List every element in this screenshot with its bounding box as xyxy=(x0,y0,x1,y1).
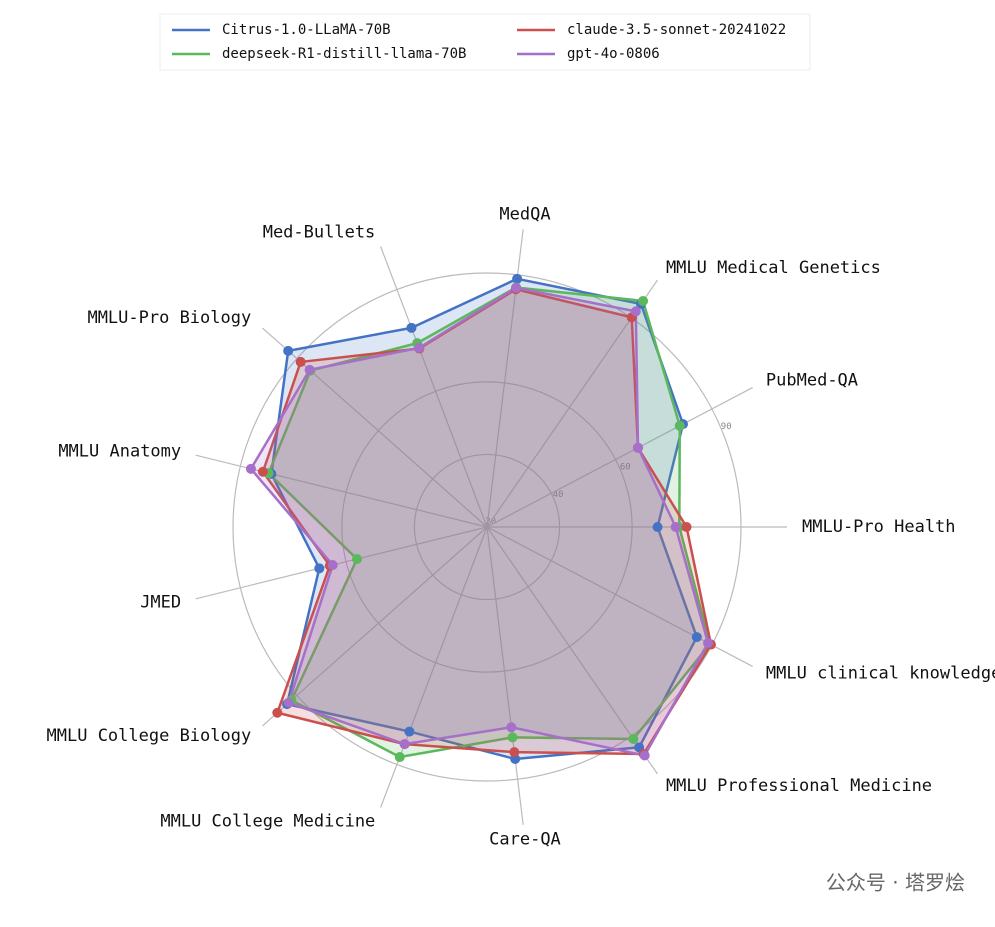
legend-box xyxy=(159,13,811,71)
category-label: MMLU College Medicine xyxy=(160,812,375,832)
data-point xyxy=(406,322,417,333)
spoke xyxy=(262,526,488,727)
data-point xyxy=(404,726,415,737)
r-tick-label: 60 xyxy=(620,463,631,473)
data-point xyxy=(703,638,714,649)
data-point xyxy=(314,563,325,574)
data-point xyxy=(512,273,523,284)
data-point xyxy=(414,342,425,353)
spoke xyxy=(195,526,488,600)
watermark: 公众号 · 塔罗烩 xyxy=(826,871,965,895)
r-tick-label: 90 xyxy=(721,422,732,432)
data-point xyxy=(399,739,410,750)
data-point xyxy=(638,295,649,306)
legend-label: gpt-4o-0806 xyxy=(567,46,660,62)
data-point xyxy=(295,356,306,367)
category-label: Care-QA xyxy=(489,830,561,850)
data-point xyxy=(633,442,644,453)
data-point xyxy=(257,466,268,477)
series-area xyxy=(261,288,713,756)
spoke xyxy=(380,246,488,528)
data-point xyxy=(507,732,518,743)
category-label: Med-Bullets xyxy=(263,222,376,242)
category-label: JMED xyxy=(140,592,181,612)
legend-label: Citrus-1.0-LLaMA-70B xyxy=(222,22,391,38)
data-point xyxy=(283,697,294,708)
category-label: PubMed-QA xyxy=(766,371,858,391)
data-point xyxy=(283,345,294,356)
plot xyxy=(245,273,716,764)
data-point xyxy=(652,522,663,532)
data-point xyxy=(351,554,362,565)
data-point xyxy=(245,463,256,474)
spoke xyxy=(486,387,753,528)
r-tick-label: 40 xyxy=(553,490,564,500)
legend-label: deepseek-R1-distill-llama-70B xyxy=(222,46,466,62)
data-point xyxy=(394,752,405,763)
category-label: MMLU clinical knowledge xyxy=(766,663,995,683)
spoke xyxy=(486,526,524,825)
category-label: MMLU Medical Genetics xyxy=(666,258,881,278)
series-area xyxy=(267,286,712,759)
series-area xyxy=(249,286,710,757)
category-label: MMLU-Pro Health xyxy=(802,517,956,537)
data-point xyxy=(630,306,641,317)
category-label: MMLU Professional Medicine xyxy=(666,776,932,796)
data-point xyxy=(511,282,522,293)
data-point xyxy=(327,560,338,571)
category-label: MMLU Anatomy xyxy=(58,442,181,462)
data-point xyxy=(674,420,685,431)
data-point xyxy=(272,707,283,718)
category-label: MMLU-Pro Biology xyxy=(87,308,251,328)
category-label: MedQA xyxy=(499,204,550,224)
legend-label: claude-3.5-sonnet-20241022 xyxy=(567,22,786,38)
data-point xyxy=(691,632,702,643)
spoke xyxy=(486,526,658,775)
data-point xyxy=(506,722,517,733)
data-point xyxy=(628,734,639,745)
data-point xyxy=(509,747,520,758)
data-point xyxy=(670,522,681,532)
data-point xyxy=(639,750,650,761)
data-point xyxy=(304,364,315,375)
spoke xyxy=(195,454,488,528)
data-point xyxy=(681,522,692,532)
category-label: MMLU College Biology xyxy=(47,726,252,746)
